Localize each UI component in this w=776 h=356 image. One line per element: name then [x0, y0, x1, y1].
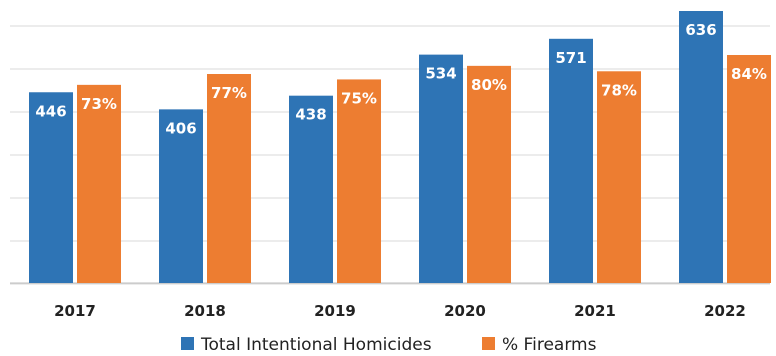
bar-firearms-pct-2019 [337, 79, 381, 283]
bar-firearms-pct-2021 [597, 71, 641, 284]
category-axis: 2017 2018 2019 2020 2021 2022 [54, 302, 746, 320]
legend-item-total-homicides: Total Intentional Homicides [181, 335, 432, 355]
legend: Total Intentional Homicides % Firearms [181, 335, 597, 355]
bar-total-homicides-2022 [679, 11, 723, 283]
data-label-total-homicides-2021: 571 [555, 49, 586, 67]
gridlines [10, 25, 770, 285]
category-label-2020: 2020 [444, 302, 486, 320]
data-label-firearms-pct-2017: 73% [81, 95, 117, 113]
category-label-2021: 2021 [574, 302, 616, 320]
bar-total-homicides-2018 [159, 109, 203, 283]
legend-swatch [181, 337, 194, 350]
bar-total-homicides-2020 [419, 54, 463, 283]
data-label-firearms-pct-2022: 84% [731, 65, 767, 83]
category-label-2018: 2018 [184, 302, 226, 320]
bar-firearms-pct-2022 [727, 55, 771, 283]
legend-swatch [482, 337, 495, 350]
legend-label: % Firearms [502, 335, 597, 355]
bar-total-homicides-2021 [549, 38, 593, 284]
data-label-total-homicides-2022: 636 [685, 21, 716, 39]
legend-item-firearms-pct: % Firearms [482, 335, 597, 355]
bars: 446 73% 406 77% 438 75% 534 80% 571 78% 636 84% [29, 11, 771, 284]
bar-total-homicides-2019 [289, 95, 333, 283]
category-label-2022: 2022 [704, 302, 746, 320]
bar-firearms-pct-2017 [77, 84, 121, 283]
data-label-firearms-pct-2021: 78% [601, 81, 637, 99]
bar-firearms-pct-2018 [207, 74, 251, 283]
bar-firearms-pct-2020 [467, 65, 511, 283]
category-label-2019: 2019 [314, 302, 356, 320]
data-label-total-homicides-2017: 446 [35, 102, 66, 120]
bar-total-homicides-2017 [29, 92, 73, 283]
data-label-firearms-pct-2019: 75% [341, 89, 377, 107]
data-label-total-homicides-2018: 406 [165, 119, 196, 137]
category-label-2017: 2017 [54, 302, 96, 320]
data-label-total-homicides-2019: 438 [295, 106, 326, 124]
data-label-total-homicides-2020: 534 [425, 65, 456, 83]
data-label-firearms-pct-2018: 77% [211, 84, 247, 102]
data-label-firearms-pct-2020: 80% [471, 76, 507, 94]
legend-label: Total Intentional Homicides [200, 335, 432, 355]
